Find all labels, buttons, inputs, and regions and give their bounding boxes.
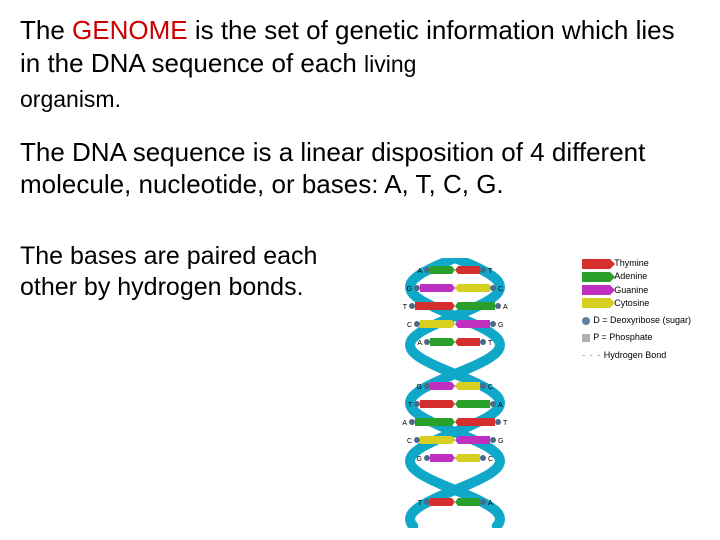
legend-label: Thymine	[614, 258, 649, 269]
svg-text:A: A	[498, 402, 503, 409]
svg-text:T: T	[403, 304, 408, 311]
legend-swatch	[582, 298, 610, 308]
legend-label: Guanine	[614, 285, 648, 296]
legend-swatch	[582, 259, 610, 269]
svg-text:T: T	[408, 402, 413, 409]
legend-row-cytosine: Cytosine	[582, 298, 691, 309]
legend-key-deoxyribose: D = Deoxyribose (sugar)	[582, 315, 691, 326]
svg-text:A: A	[417, 340, 422, 347]
paragraph-genome-definition: The GENOME is the set of genetic informa…	[20, 14, 700, 114]
legend-swatch	[582, 272, 610, 282]
svg-text:G: G	[498, 322, 503, 329]
svg-text:C: C	[488, 456, 493, 463]
legend-row-thymine: Thymine	[582, 258, 691, 269]
svg-text:T: T	[488, 340, 493, 347]
svg-text:A: A	[417, 268, 422, 275]
svg-text:C: C	[488, 384, 493, 391]
dna-diagram: A T G C T A C G A T G C T A A T C G G C T A Thymine Adenine Gua…	[335, 258, 695, 528]
legend-row-adenine: Adenine	[582, 271, 691, 282]
svg-text:T: T	[418, 500, 423, 507]
phosphate-icon	[582, 334, 590, 342]
svg-text:G: G	[417, 384, 422, 391]
svg-text:T: T	[503, 420, 508, 427]
svg-text:C: C	[407, 322, 412, 329]
slide: The GENOME is the set of genetic informa…	[0, 0, 720, 540]
svg-text:T: T	[488, 268, 493, 275]
svg-text:G: G	[417, 456, 422, 463]
deoxyribose-icon	[582, 317, 590, 325]
legend-row-guanine: Guanine	[582, 285, 691, 296]
legend-label: Cytosine	[614, 298, 649, 309]
svg-text:G: G	[498, 438, 503, 445]
text-fragment: organism.	[20, 85, 700, 114]
paragraph-dna-bases: The DNA sequence is a linear disposition…	[20, 136, 700, 201]
highlight-genome: GENOME	[72, 15, 188, 45]
svg-text:G: G	[407, 286, 412, 293]
paragraph-hydrogen-bonds: The bases are paired each other by hydro…	[20, 241, 320, 304]
dna-legend: Thymine Adenine Guanine Cytosine D = Deoxyr…	[582, 258, 691, 361]
text-fragment: The	[20, 15, 72, 45]
hbond-icon: - - -	[582, 350, 601, 360]
dna-helix: A T G C T A C G A T G C T A A T C G G C T A	[335, 258, 585, 528]
svg-text:A: A	[503, 304, 508, 311]
legend-label: Adenine	[614, 271, 647, 282]
legend-key-phosphate: P = Phosphate	[582, 332, 691, 343]
legend-key-hbond: - - - Hydrogen Bond	[582, 350, 691, 361]
svg-text:C: C	[498, 286, 503, 293]
text-fragment: living	[364, 51, 416, 77]
svg-text:A: A	[402, 420, 407, 427]
svg-text:C: C	[407, 438, 412, 445]
svg-text:A: A	[488, 500, 493, 507]
legend-swatch	[582, 285, 610, 295]
